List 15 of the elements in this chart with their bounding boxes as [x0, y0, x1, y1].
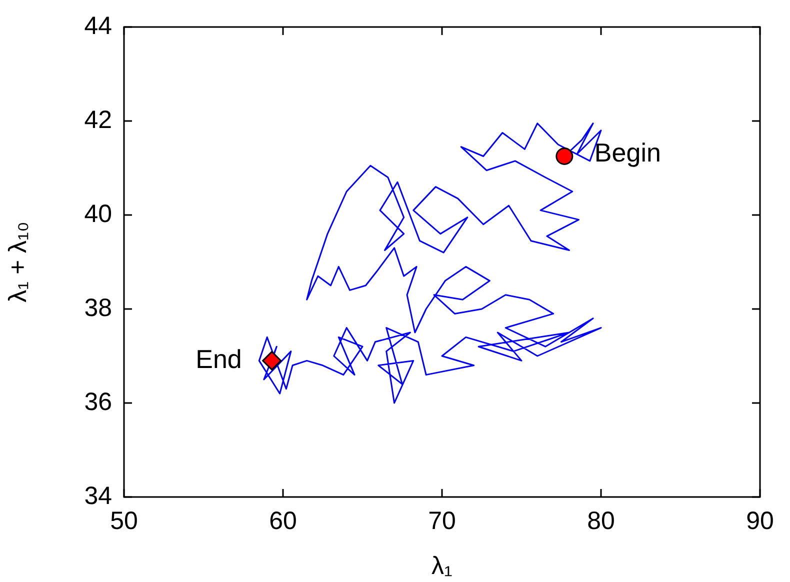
x-tick-label: 80: [587, 506, 615, 535]
y-tick-label: 42: [84, 106, 112, 134]
annotation: End: [196, 344, 242, 374]
y-tick-label: 38: [84, 294, 112, 322]
y-tick-label: 36: [84, 388, 112, 416]
annotation: Begin: [594, 137, 661, 168]
y-tick-label: 44: [84, 12, 112, 40]
y-tick-label: 40: [84, 200, 112, 228]
y-axis-title: λ₁ + λ₁₀: [4, 222, 32, 302]
x-tick-label: 50: [110, 506, 138, 535]
x-tick-label: 70: [428, 506, 456, 535]
x-tick-label: 90: [746, 506, 774, 535]
x-axis-title: λ₁: [432, 552, 452, 580]
x-tick-label: 60: [269, 506, 297, 535]
y-tick-label: 34: [84, 482, 112, 510]
